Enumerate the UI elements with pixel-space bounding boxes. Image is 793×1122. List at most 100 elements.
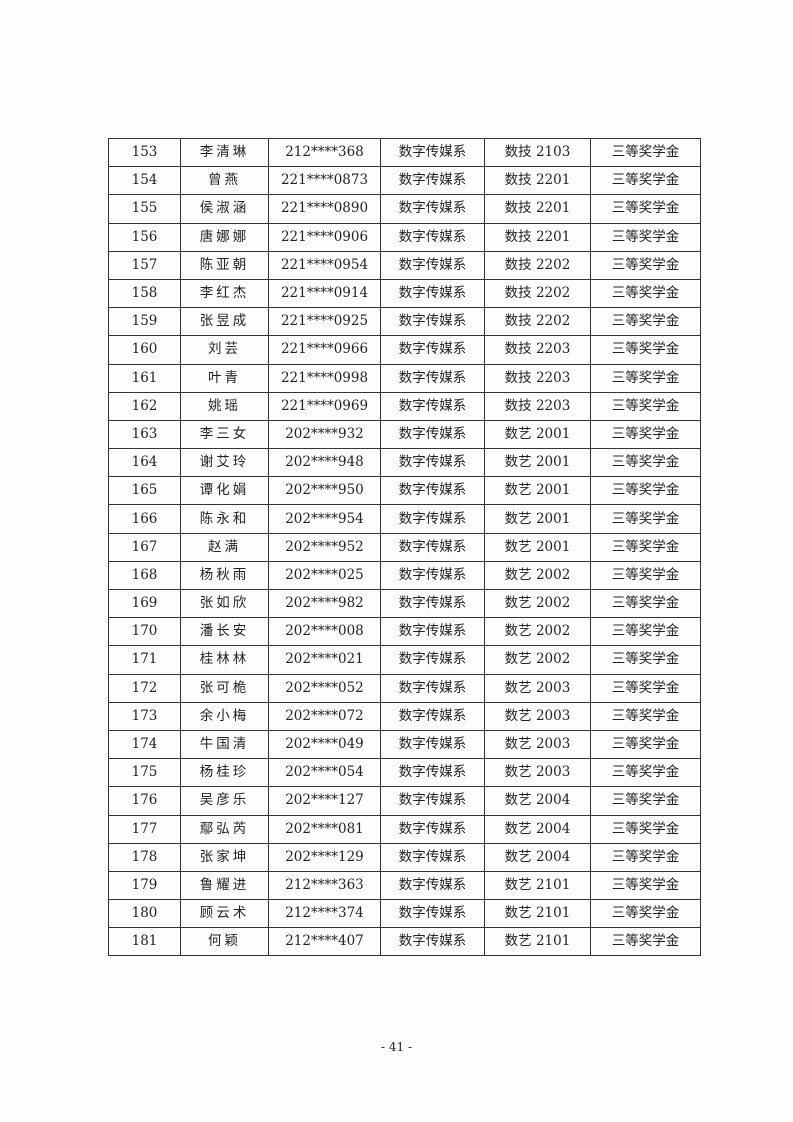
table-row: 176 吴彦乐 202****127 数字传媒系 数艺 2004 三等奖学金: [108, 786, 701, 816]
department-cell: 数字传媒系: [380, 391, 485, 421]
department-cell: 数字传媒系: [380, 927, 485, 957]
class-cell: 数艺 2004: [484, 786, 591, 816]
table-row: 171 桂林林 202****021 数字传媒系 数艺 2002 三等奖学金: [108, 645, 701, 675]
row-number-cell: 165: [108, 476, 181, 506]
row-number-cell: 179: [108, 870, 181, 901]
table-row: 163 李三女 202****932 数字传媒系 数艺 2001 三等奖学金: [108, 419, 701, 450]
student-name-cell: 赵满: [180, 532, 269, 562]
department-cell: 数字传媒系: [380, 588, 485, 619]
table-row: 153 李清琳 212****368 数字传媒系 数技 2103 三等奖学金: [108, 137, 701, 168]
department-cell: 数字传媒系: [380, 476, 485, 506]
award-cell: 三等奖学金: [590, 899, 701, 929]
award-cell: 三等奖学金: [590, 701, 701, 731]
row-number-cell: 153: [108, 137, 181, 168]
row-number-cell: 158: [108, 278, 181, 309]
row-number-cell: 159: [108, 307, 181, 337]
student-id-cell: 202****954: [268, 504, 381, 534]
student-id-cell: 212****374: [268, 899, 381, 929]
department-cell: 数字传媒系: [380, 729, 485, 760]
award-cell: 三等奖学金: [590, 504, 701, 534]
table-row: 158 李红杰 221****0914 数字传媒系 数技 2202 三等奖学金: [108, 278, 701, 309]
department-cell: 数字传媒系: [380, 419, 485, 450]
award-cell: 三等奖学金: [590, 560, 701, 591]
department-cell: 数字传媒系: [380, 137, 485, 168]
student-name-cell: 鲁耀进: [180, 870, 269, 901]
page-number: - 41 -: [380, 1040, 412, 1054]
student-id-cell: 221****0998: [268, 363, 381, 393]
class-cell: 数艺 2002: [484, 645, 591, 675]
row-number-cell: 176: [108, 786, 181, 816]
table-row: 160 刘芸 221****0966 数字传媒系 数技 2203 三等奖学金: [108, 335, 701, 365]
table-row: 172 张可桅 202****052 数字传媒系 数艺 2003 三等奖学金: [108, 673, 701, 703]
student-id-cell: 202****129: [268, 842, 381, 872]
row-number-cell: 169: [108, 588, 181, 619]
student-id-cell: 202****021: [268, 645, 381, 675]
department-cell: 数字传媒系: [380, 617, 485, 647]
student-name-cell: 谢艾玲: [180, 448, 269, 478]
award-cell: 三等奖学金: [590, 250, 701, 280]
student-name-cell: 侯淑涵: [180, 194, 269, 224]
class-cell: 数技 2103: [484, 137, 591, 168]
award-cell: 三等奖学金: [590, 870, 701, 901]
student-id-cell: 202****932: [268, 419, 381, 450]
row-number-cell: 171: [108, 645, 181, 675]
class-cell: 数艺 2003: [484, 701, 591, 731]
student-name-cell: 李红杰: [180, 278, 269, 309]
award-cell: 三等奖学金: [590, 222, 701, 252]
class-cell: 数技 2201: [484, 194, 591, 224]
award-cell: 三等奖学金: [590, 137, 701, 168]
class-cell: 数艺 2002: [484, 617, 591, 647]
table-row: 157 陈亚朝 221****0954 数字传媒系 数技 2202 三等奖学金: [108, 250, 701, 280]
award-cell: 三等奖学金: [590, 278, 701, 309]
department-cell: 数字传媒系: [380, 335, 485, 365]
table-row: 166 陈永和 202****954 数字传媒系 数艺 2001 三等奖学金: [108, 504, 701, 534]
table-row: 165 谭化娟 202****950 数字传媒系 数艺 2001 三等奖学金: [108, 476, 701, 506]
student-name-cell: 顾云术: [180, 899, 269, 929]
department-cell: 数字传媒系: [380, 870, 485, 901]
class-cell: 数技 2203: [484, 391, 591, 421]
class-cell: 数艺 2001: [484, 532, 591, 562]
class-cell: 数技 2201: [484, 166, 591, 196]
scholarship-table: 153 李清琳 212****368 数字传媒系 数技 2103 三等奖学金 154 曾燕 22…: [108, 137, 701, 957]
class-cell: 数技 2203: [484, 363, 591, 393]
row-number-cell: 177: [108, 814, 181, 844]
student-name-cell: 何颖: [180, 927, 269, 957]
class-cell: 数技 2203: [484, 335, 591, 365]
table-row: 173 余小梅 202****072 数字传媒系 数艺 2003 三等奖学金: [108, 701, 701, 731]
row-number-cell: 160: [108, 335, 181, 365]
award-cell: 三等奖学金: [590, 927, 701, 957]
award-cell: 三等奖学金: [590, 786, 701, 816]
class-cell: 数艺 2004: [484, 814, 591, 844]
class-cell: 数艺 2003: [484, 729, 591, 760]
award-cell: 三等奖学金: [590, 166, 701, 196]
student-id-cell: 221****0873: [268, 166, 381, 196]
class-cell: 数艺 2001: [484, 448, 591, 478]
student-name-cell: 刘芸: [180, 335, 269, 365]
student-id-cell: 202****054: [268, 758, 381, 788]
row-number-cell: 157: [108, 250, 181, 280]
student-name-cell: 桂林林: [180, 645, 269, 675]
row-number-cell: 168: [108, 560, 181, 591]
row-number-cell: 181: [108, 927, 181, 957]
table-row: 181 何颖 212****407 数字传媒系 数艺 2101 三等奖学金: [108, 927, 701, 957]
class-cell: 数艺 2004: [484, 842, 591, 872]
student-name-cell: 曾燕: [180, 166, 269, 196]
student-id-cell: 202****025: [268, 560, 381, 591]
student-id-cell: 202****072: [268, 701, 381, 731]
table-row: 155 侯淑涵 221****0890 数字传媒系 数技 2201 三等奖学金: [108, 194, 701, 224]
row-number-cell: 180: [108, 899, 181, 929]
student-id-cell: 202****952: [268, 532, 381, 562]
student-name-cell: 叶青: [180, 363, 269, 393]
student-id-cell: 202****052: [268, 673, 381, 703]
table-row: 177 鄢弘芮 202****081 数字传媒系 数艺 2004 三等奖学金: [108, 814, 701, 844]
department-cell: 数字传媒系: [380, 363, 485, 393]
department-cell: 数字传媒系: [380, 166, 485, 196]
department-cell: 数字传媒系: [380, 448, 485, 478]
student-name-cell: 张可桅: [180, 673, 269, 703]
student-name-cell: 姚瑶: [180, 391, 269, 421]
table-row: 168 杨秋雨 202****025 数字传媒系 数艺 2002 三等奖学金: [108, 560, 701, 591]
student-id-cell: 202****982: [268, 588, 381, 619]
award-cell: 三等奖学金: [590, 645, 701, 675]
department-cell: 数字传媒系: [380, 560, 485, 591]
class-cell: 数艺 2101: [484, 927, 591, 957]
